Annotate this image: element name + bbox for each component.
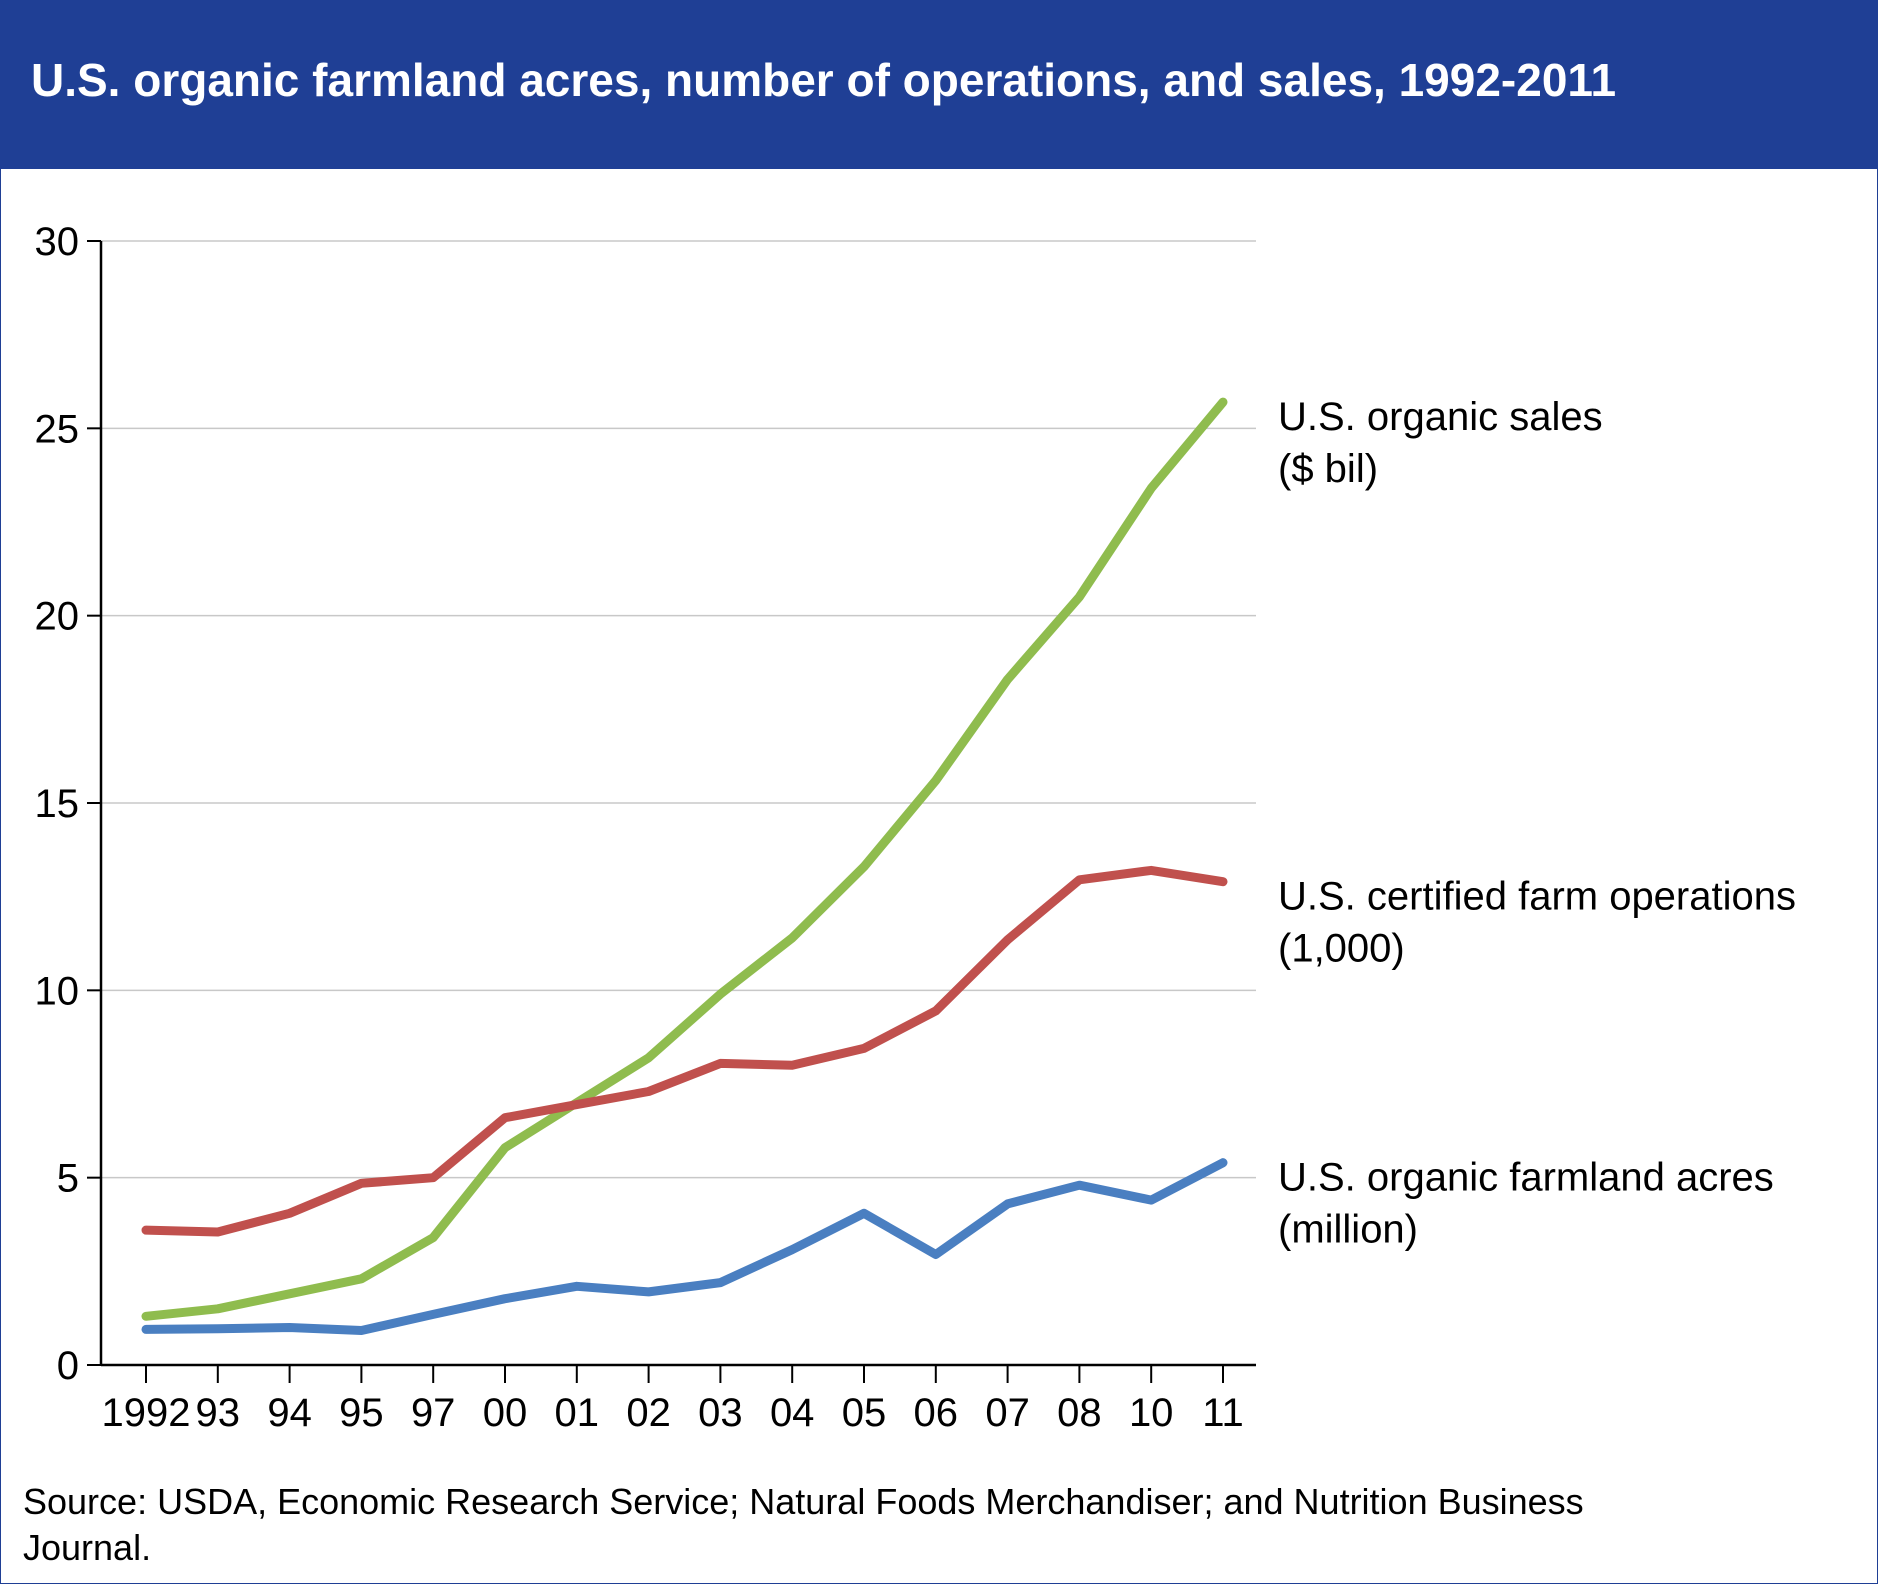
x-tick-label: 07 bbox=[985, 1391, 1030, 1435]
series-label-line: U.S. organic farmland acres bbox=[1278, 1156, 1774, 1200]
series-label-line: U.S. certified farm operations bbox=[1278, 875, 1796, 919]
x-tick-label: 95 bbox=[339, 1391, 384, 1435]
y-tick-label: 15 bbox=[35, 782, 80, 826]
y-tick-label: 25 bbox=[35, 407, 80, 451]
x-tick-label: 08 bbox=[1057, 1391, 1102, 1435]
x-tick-label: 02 bbox=[626, 1391, 671, 1435]
x-tick-label: 04 bbox=[770, 1391, 815, 1435]
x-tick-label: 05 bbox=[842, 1391, 887, 1435]
y-tick-label: 5 bbox=[57, 1157, 79, 1201]
x-tick-label: 11 bbox=[1202, 1391, 1244, 1435]
series-line-u-s-certified-farm-operations-1-000 bbox=[141, 865, 1228, 1237]
title-bar: U.S. organic farmland acres, number of o… bbox=[1, 1, 1877, 169]
x-tick-label: 97 bbox=[411, 1391, 456, 1435]
x-tick-label: 1992 bbox=[102, 1391, 191, 1435]
series-line-u-s-organic-sales-bil bbox=[141, 397, 1228, 1321]
x-tick-label: 93 bbox=[196, 1391, 241, 1435]
series-label-line: (1,000) bbox=[1278, 927, 1405, 971]
series-lines bbox=[141, 397, 1228, 1335]
x-tick-label: 94 bbox=[267, 1391, 312, 1435]
series-label-line: ($ bil) bbox=[1278, 447, 1378, 491]
series-labels: U.S. organic sales ($ bil) U.S. certified … bbox=[1278, 395, 1796, 1252]
source-note: Source: USDA, Economic Research Service;… bbox=[23, 1481, 1584, 1568]
y-tick-label: 10 bbox=[35, 969, 80, 1013]
series-line-u-s-organic-farmland-acres-million bbox=[141, 1158, 1228, 1335]
x-tick-label: 10 bbox=[1129, 1391, 1174, 1435]
series-label: U.S. organic farmland acres (million) bbox=[1278, 1156, 1774, 1252]
series-label-line: (million) bbox=[1278, 1208, 1418, 1252]
series-label: U.S. certified farm operations (1,000) bbox=[1278, 875, 1796, 971]
chart-title: U.S. organic farmland acres, number of o… bbox=[31, 54, 1617, 106]
x-tick-label: 06 bbox=[914, 1391, 959, 1435]
y-tick-label: 30 bbox=[35, 220, 80, 264]
y-tick-label: 0 bbox=[57, 1344, 79, 1388]
x-tick-label: 01 bbox=[555, 1391, 600, 1435]
series-label-line: U.S. organic sales bbox=[1278, 395, 1603, 439]
y-tick-label: 20 bbox=[35, 595, 80, 639]
x-tick-label: 00 bbox=[483, 1391, 528, 1435]
x-tick-label: 03 bbox=[698, 1391, 743, 1435]
series-label: U.S. organic sales ($ bil) bbox=[1278, 395, 1603, 491]
